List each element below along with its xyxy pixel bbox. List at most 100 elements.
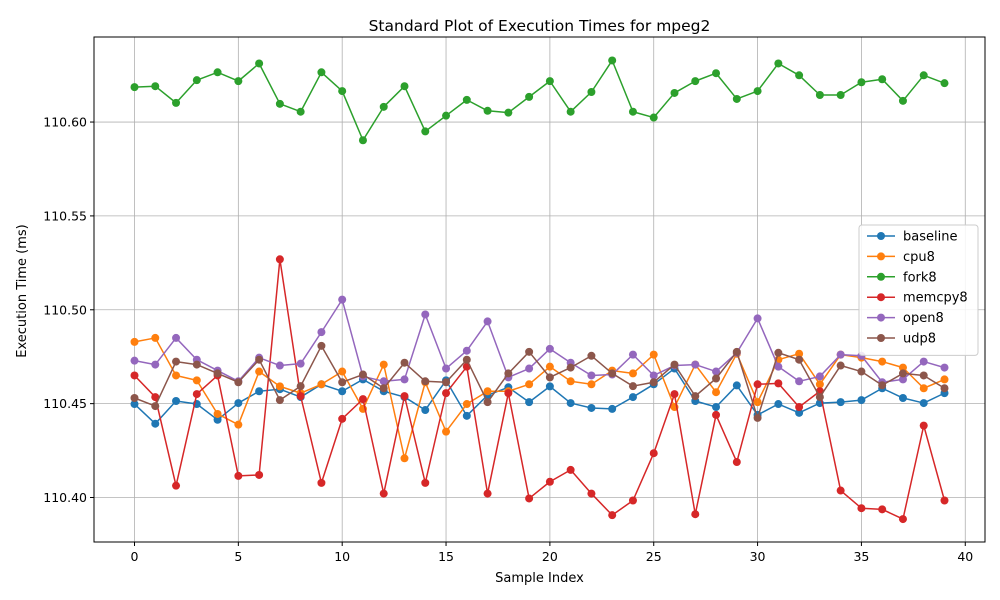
- legend-marker: [877, 252, 885, 261]
- data-point-baseline: [130, 400, 139, 409]
- y-axis-label: Execution Time (ms): [15, 224, 30, 357]
- data-point-fork8: [940, 79, 949, 88]
- data-point-baseline: [628, 393, 637, 402]
- data-point-fork8: [566, 107, 575, 116]
- legend-label: fork8: [903, 270, 937, 285]
- data-point-udp8: [130, 394, 139, 403]
- data-point-udp8: [421, 377, 430, 386]
- legend: baseline cpu8 fork8 memcpy8 open8 udp8: [858, 224, 979, 356]
- data-point-baseline: [608, 404, 617, 413]
- legend-item-open8: open8: [867, 311, 944, 326]
- data-point-fork8: [151, 82, 160, 91]
- series-fork8: [130, 56, 949, 145]
- data-point-baseline: [213, 415, 222, 424]
- data-point-fork8: [275, 99, 284, 108]
- data-point-memcpy8: [234, 471, 243, 480]
- x-tick-label: 25: [646, 549, 662, 564]
- data-point-udp8: [545, 373, 554, 382]
- data-point-cpu8: [898, 363, 907, 372]
- data-point-udp8: [712, 374, 721, 383]
- data-point-udp8: [379, 384, 388, 393]
- series-memcpy8: [130, 255, 949, 524]
- data-point-baseline: [898, 394, 907, 403]
- data-point-cpu8: [213, 409, 222, 418]
- data-point-memcpy8: [130, 371, 139, 380]
- legend-marker: [877, 313, 885, 322]
- data-point-open8: [421, 310, 430, 319]
- y-tick-label: 110.40: [43, 490, 87, 505]
- data-point-memcpy8: [525, 494, 534, 503]
- data-point-cpu8: [483, 387, 492, 396]
- data-point-open8: [130, 356, 139, 365]
- data-point-baseline: [566, 399, 575, 408]
- data-point-baseline: [774, 400, 783, 409]
- x-tick-label: 35: [853, 549, 869, 564]
- data-point-fork8: [504, 108, 513, 117]
- data-point-fork8: [587, 88, 596, 97]
- legend-item-memcpy8: memcpy8: [867, 291, 968, 306]
- data-point-fork8: [255, 59, 264, 68]
- data-point-fork8: [836, 91, 845, 100]
- legend-label: cpu8: [903, 250, 935, 265]
- legend-marker: [877, 293, 885, 302]
- data-point-memcpy8: [753, 380, 762, 389]
- data-point-udp8: [608, 369, 617, 378]
- series-cpu8: [130, 333, 949, 463]
- legend-label: udp8: [903, 332, 936, 347]
- data-point-udp8: [628, 382, 637, 391]
- data-point-memcpy8: [774, 379, 783, 388]
- legend-label: baseline: [903, 230, 957, 245]
- data-point-memcpy8: [712, 410, 721, 419]
- data-point-fork8: [234, 77, 243, 86]
- plot-frame: [93, 36, 986, 543]
- data-point-memcpy8: [857, 504, 866, 513]
- data-point-open8: [649, 371, 658, 380]
- data-point-open8: [628, 350, 637, 359]
- data-point-udp8: [566, 363, 575, 372]
- data-point-memcpy8: [421, 478, 430, 487]
- data-point-open8: [317, 328, 326, 337]
- data-point-memcpy8: [878, 505, 887, 514]
- data-point-udp8: [504, 369, 513, 378]
- data-point-udp8: [815, 393, 824, 402]
- data-point-udp8: [317, 341, 326, 350]
- data-point-baseline: [338, 387, 347, 396]
- data-point-memcpy8: [587, 489, 596, 498]
- data-point-baseline: [421, 406, 430, 415]
- data-point-udp8: [296, 382, 305, 391]
- legend-label: memcpy8: [903, 291, 968, 306]
- data-point-udp8: [691, 392, 700, 401]
- legend-marker: [877, 232, 885, 240]
- data-point-open8: [338, 295, 347, 304]
- data-point-udp8: [753, 413, 762, 422]
- y-tick-label: 110.60: [43, 115, 87, 130]
- x-tick-label: 10: [334, 549, 350, 564]
- data-point-fork8: [358, 136, 367, 145]
- data-point-open8: [296, 359, 305, 368]
- series-open8: [130, 295, 949, 387]
- x-axis: 0 5 10 15 20 25 30 35 40: [131, 542, 973, 564]
- data-point-open8: [400, 375, 409, 384]
- data-point-udp8: [358, 370, 367, 379]
- data-point-fork8: [691, 77, 700, 86]
- data-point-cpu8: [130, 337, 139, 346]
- legend-marker: [877, 334, 885, 342]
- data-point-open8: [774, 362, 783, 371]
- y-tick-label: 110.55: [43, 208, 87, 223]
- x-tick-label: 5: [234, 549, 242, 564]
- data-point-cpu8: [795, 349, 804, 358]
- data-point-fork8: [670, 88, 679, 97]
- y-axis: 110.40 110.45 110.50 110.55 110.60: [43, 115, 94, 505]
- data-point-baseline: [712, 403, 721, 412]
- data-point-udp8: [774, 348, 783, 357]
- data-point-memcpy8: [836, 486, 845, 495]
- data-point-fork8: [172, 98, 181, 107]
- data-point-open8: [587, 371, 596, 380]
- data-point-fork8: [545, 77, 554, 86]
- data-point-cpu8: [815, 380, 824, 389]
- data-point-open8: [815, 372, 824, 381]
- series-line-udp8: [134, 345, 945, 419]
- series-line-baseline: [133, 367, 945, 425]
- data-point-udp8: [795, 355, 804, 364]
